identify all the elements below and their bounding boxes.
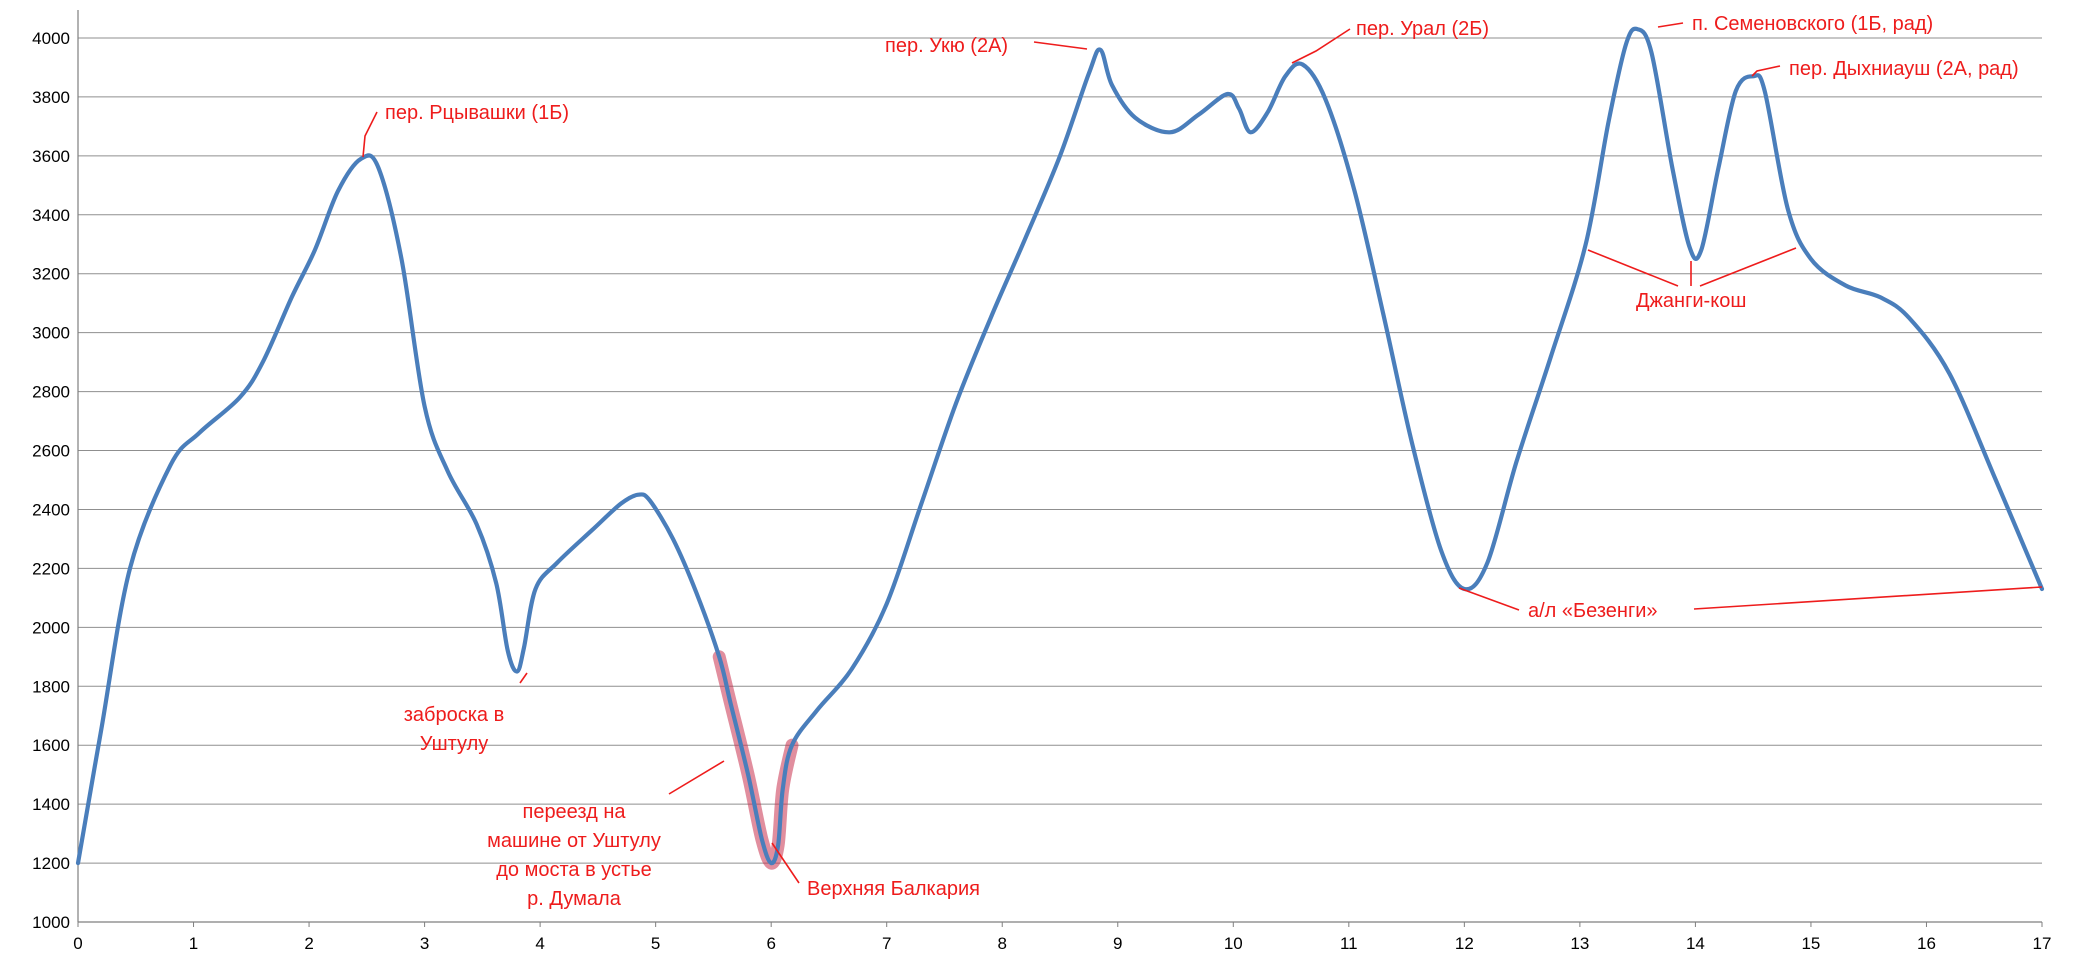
leader-rtsyvashki (362, 111, 378, 158)
x-tick-label: 7 (882, 934, 891, 953)
annotation-verkhnyaya-balkaria: Верхняя Балкария (807, 878, 980, 900)
annotation-zabroska-line2: Уштулу (420, 733, 488, 755)
y-tick-label: 2400 (32, 500, 70, 519)
y-tick-label: 1800 (32, 677, 70, 696)
x-tick-label: 14 (1686, 934, 1705, 953)
series-line-elevation (75, 26, 2045, 866)
x-tick-labels: 0 1 2 3 4 5 6 7 8 9 10 11 12 13 14 15 16 17 (73, 922, 2051, 953)
leader-dykhniaush (1751, 65, 1781, 77)
annotation-pass-ukyu: пер. Укю (2А) (885, 35, 1008, 57)
leader-zabroska (519, 672, 528, 684)
x-tick-label: 4 (535, 934, 544, 953)
leader-bezengi-1 (1458, 587, 1520, 611)
y-tick-label: 1200 (32, 854, 70, 873)
y-tick-label: 3400 (32, 206, 70, 225)
leader-bezengi-2 (1693, 586, 2043, 610)
gridlines (78, 37, 2042, 864)
annotation-transfer-line4: р. Думала (527, 888, 622, 910)
leader-ukyu (1033, 41, 1088, 50)
series-layer (75, 26, 2045, 866)
y-tick-label: 1600 (32, 736, 70, 755)
y-tick-label: 2600 (32, 442, 70, 461)
x-tick-label: 2 (304, 934, 313, 953)
y-tick-label: 3600 (32, 147, 70, 166)
annotation-transfer-line2: машине от Уштулу (487, 830, 661, 852)
leader-dzhangi-3 (1699, 247, 1797, 287)
annotation-semenovsky: п. Семеновского (1Б, рад) (1692, 13, 1933, 35)
y-tick-label: 3200 (32, 265, 70, 284)
y-tick-label: 4000 (32, 29, 70, 48)
x-tick-label: 15 (1801, 934, 1820, 953)
y-tick-label: 2800 (32, 383, 70, 402)
x-tick-label: 12 (1455, 934, 1474, 953)
y-tick-labels: 1000 1200 1400 1600 1800 2000 2200 2400 2600 2800… (32, 29, 70, 932)
leader-v-balkaria (771, 842, 800, 884)
annotation-dzhangi-kosh: Джанги-кош (1636, 290, 1746, 312)
x-tick-label: 1 (189, 934, 198, 953)
x-tick-label: 5 (651, 934, 660, 953)
axes (77, 10, 2042, 923)
y-tick-label: 2000 (32, 618, 70, 637)
leader-semenovsky (1657, 22, 1684, 28)
annotation-leaders (362, 22, 2043, 884)
x-tick-label: 3 (420, 934, 429, 953)
annotation-pass-rtsyvashki: пер. Рцывашки (1Б) (385, 102, 569, 124)
x-tick-label: 16 (1917, 934, 1936, 953)
y-tick-label: 2200 (32, 559, 70, 578)
x-tick-label: 6 (766, 934, 775, 953)
annotation-zabroska-line1: заброска в (404, 704, 505, 726)
y-tick-label: 3800 (32, 88, 70, 107)
x-tick-label: 0 (73, 934, 82, 953)
y-tick-label: 1000 (32, 913, 70, 932)
leader-dzhangi-1 (1587, 249, 1679, 287)
x-tick-label: 13 (1570, 934, 1589, 953)
annotation-transfer-line1: переезд на (522, 801, 626, 823)
leader-ural (1291, 28, 1351, 64)
annotation-bezengi: а/л «Безенги» (1528, 600, 1658, 622)
annotations: пер. Рцывашки (1Б) заброска в Уштулу пер… (385, 13, 2019, 910)
x-tick-label: 8 (998, 934, 1007, 953)
annotation-pass-ural: пер. Урал (2Б) (1356, 18, 1489, 40)
y-tick-label: 3000 (32, 324, 70, 343)
x-tick-label: 11 (1340, 934, 1358, 953)
x-tick-label: 17 (2033, 934, 2052, 953)
y-tick-label: 1400 (32, 795, 70, 814)
annotation-transfer-line3: до моста в устье (496, 859, 652, 881)
x-tick-label: 10 (1224, 934, 1243, 953)
annotation-pass-dykhniaush: пер. Дыхниауш (2А, рад) (1789, 58, 2019, 80)
x-tick-label: 9 (1113, 934, 1122, 953)
leader-transfer (668, 760, 725, 795)
